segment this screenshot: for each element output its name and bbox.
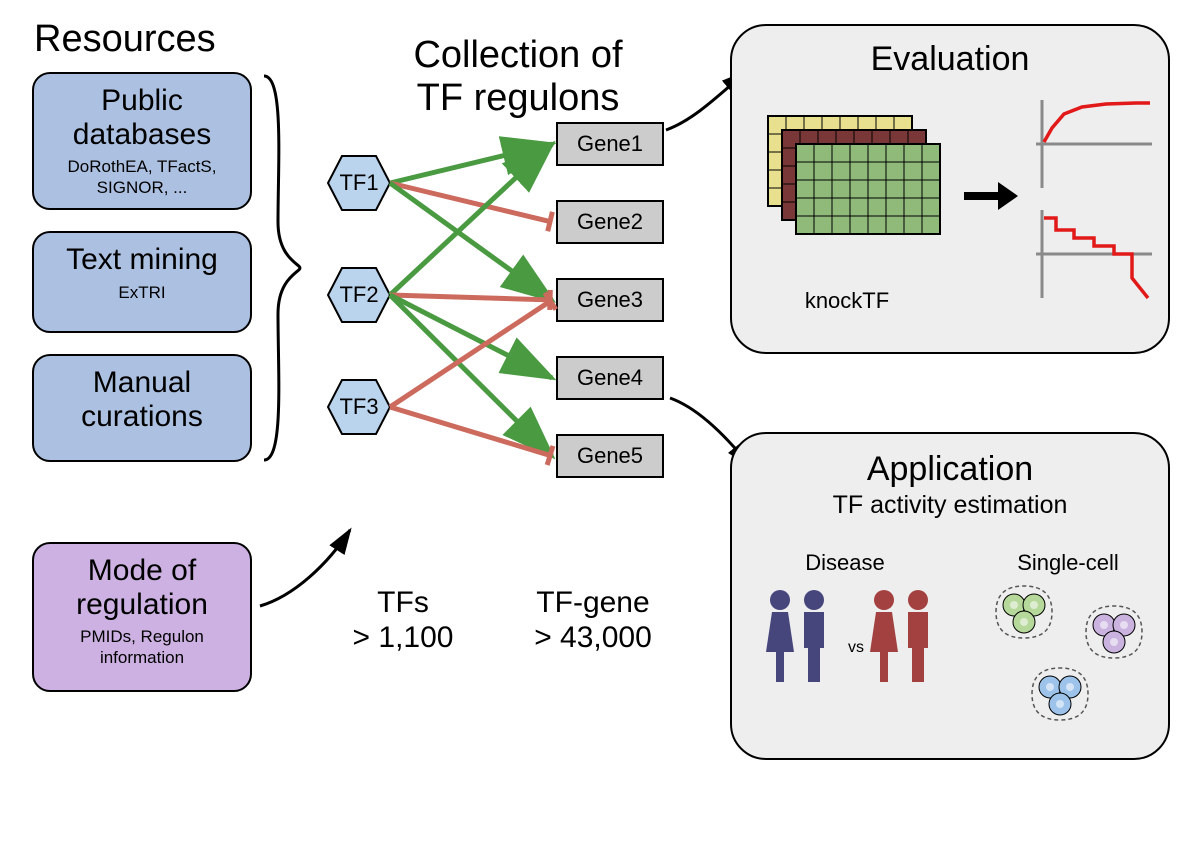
disease-label: Disease <box>760 550 930 576</box>
stat-tfgene-label: TF-gene <box>498 586 688 621</box>
heatmap-icon <box>760 108 960 288</box>
tf-label: TF1 <box>326 154 392 212</box>
application-subtitle: TF activity estimation <box>732 491 1168 520</box>
heading-collection-text: Collection of TF regulons <box>413 34 622 119</box>
stat-tfgene: TF-gene > 43,000 <box>498 586 688 655</box>
people-icon: vs <box>762 586 952 706</box>
heading-resources: Resources <box>34 18 216 61</box>
resource-title: Public databases <box>42 84 242 151</box>
singlecell-label: Single-cell <box>978 550 1158 576</box>
brace-icon <box>254 72 304 464</box>
stat-tfs: TFs > 1,100 <box>318 586 488 655</box>
application-title: Application <box>732 450 1168 489</box>
gene-node: Gene4 <box>556 356 664 400</box>
resource-title: Text mining <box>42 243 242 277</box>
resource-subtitle: PMIDs, Regulon information <box>42 627 242 668</box>
tf-label: TF3 <box>326 378 392 436</box>
resource-title: Mode of regulation <box>42 554 242 621</box>
arrow-eval-icon <box>960 176 1020 216</box>
resource-title: Manual curations <box>42 366 242 433</box>
knocktf-label: knockTF <box>772 288 922 314</box>
gene-node: Gene5 <box>556 434 664 478</box>
tf-node: TF3 <box>326 378 392 436</box>
tf-node: TF1 <box>326 154 392 212</box>
heading-collection: Collection of TF regulons <box>368 34 668 119</box>
gene-node: Gene3 <box>556 278 664 322</box>
gene-node: Gene1 <box>556 122 664 166</box>
stat-tfs-label: TFs <box>318 586 488 621</box>
stat-tfgene-value: > 43,000 <box>498 621 688 656</box>
panel-application: Application TF activity estimation Disea… <box>730 432 1170 760</box>
tf-node: TF2 <box>326 266 392 324</box>
stat-tfs-value: > 1,100 <box>318 621 488 656</box>
resource-box: Manual curations <box>32 354 252 462</box>
resource-subtitle: DoRothEA, TFactS, SIGNOR, ... <box>42 157 242 198</box>
evaluation-title: Evaluation <box>732 40 1168 79</box>
panel-evaluation: Evaluation knockTF <box>730 24 1170 354</box>
resource-subtitle: ExTRI <box>42 283 242 303</box>
resource-box: Mode of regulation PMIDs, Regulon informa… <box>32 542 252 692</box>
gene-node: Gene2 <box>556 200 664 244</box>
svg-text:vs: vs <box>848 639 864 656</box>
tf-label: TF2 <box>326 266 392 324</box>
figure-root: Resources Collection of TF regulons Publ… <box>0 0 1200 856</box>
resource-box: Text mining ExTRI <box>32 231 252 333</box>
cell-clusters-icon <box>976 574 1166 744</box>
curves-icon <box>1028 98 1158 312</box>
resource-box: Public databases DoRothEA, TFactS, SIGNOR… <box>32 72 252 210</box>
